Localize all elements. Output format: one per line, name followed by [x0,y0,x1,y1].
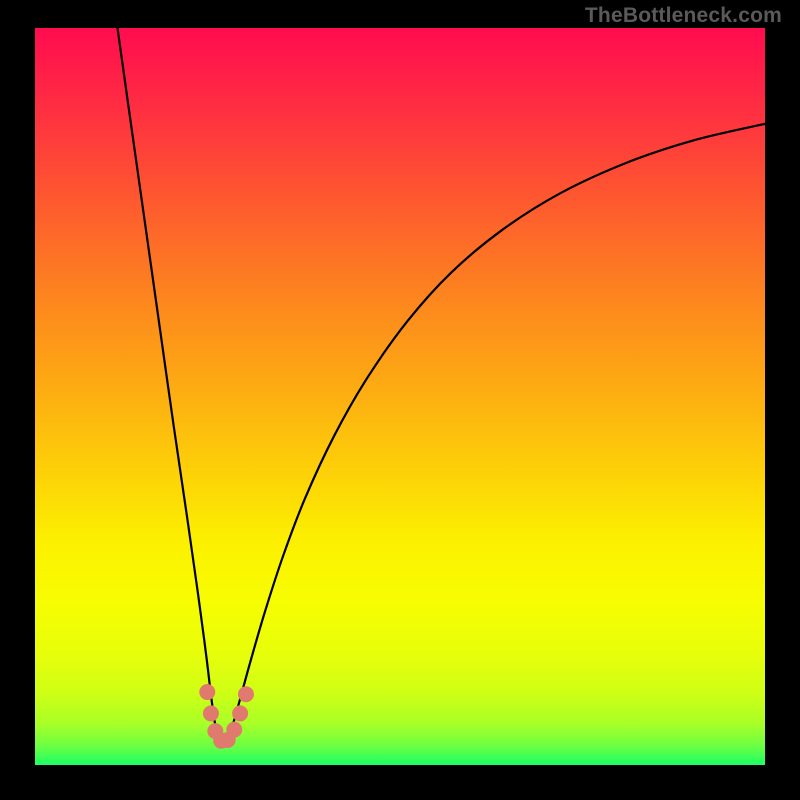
chart-container: TheBottleneck.com [0,0,800,800]
marker-point [227,722,242,737]
marker-point [238,687,253,702]
plot-area [35,28,765,765]
marker-point [233,706,248,721]
watermark-text: TheBottleneck.com [585,4,782,28]
marker-point [200,685,215,700]
gradient-background [35,28,765,765]
marker-point [203,706,218,721]
plot-svg [35,28,765,765]
